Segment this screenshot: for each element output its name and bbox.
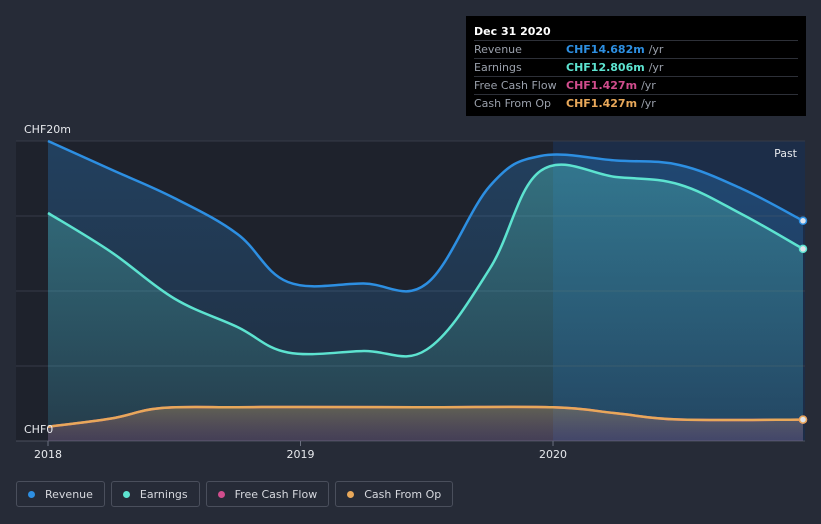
- x-tick-label: 2019: [287, 448, 315, 461]
- tooltip-value: CHF14.682m: [566, 43, 645, 56]
- legend-item-revenue[interactable]: Revenue: [16, 481, 105, 507]
- tooltip: Dec 31 2020 Revenue CHF14.682m /yr Earni…: [466, 16, 806, 116]
- series-areas: [48, 141, 803, 442]
- tooltip-unit: /yr: [641, 97, 656, 110]
- x-tick-label: 2018: [34, 448, 62, 461]
- tooltip-value: CHF1.427m: [566, 79, 638, 92]
- cash-from-op-dot-icon: [347, 490, 355, 498]
- tooltip-value: CHF1.427m: [566, 97, 638, 110]
- tooltip-unit: /yr: [648, 61, 664, 74]
- earnings-endpoint: [798, 244, 808, 254]
- series-lines: [47, 139, 804, 428]
- legend: Revenue Earnings Free Cash Flow Cash Fro…: [16, 481, 454, 507]
- legend-label: Free Cash Flow: [234, 487, 318, 501]
- series-endpoints: [798, 216, 808, 424]
- legend-item-cash-from-op[interactable]: Cash From Op: [335, 481, 454, 507]
- tooltip-value: CHF12.806m: [566, 61, 645, 74]
- revenue-endpoint: [798, 216, 808, 226]
- legend-item-free-cash-flow[interactable]: Free Cash Flow: [205, 481, 330, 507]
- legend-label: Revenue: [45, 487, 93, 501]
- y-axis-top-label: CHF20m: [24, 123, 71, 136]
- tooltip-row-free-cash-flow: Free Cash Flow CHF1.427m /yr: [474, 76, 798, 94]
- earnings-area: [48, 164, 803, 442]
- legend-label: Cash From Op: [364, 487, 442, 501]
- x-tick-label: 2020: [539, 448, 567, 461]
- y-axis-bottom-label: CHF0: [24, 423, 53, 436]
- earnings-line: [47, 163, 804, 358]
- past-label: Past: [774, 147, 798, 160]
- cash-from-op-endpoint: [798, 415, 808, 424]
- tooltip-label: Revenue: [474, 43, 522, 56]
- cash-from-op-line: [47, 405, 804, 428]
- cash-from-op-area: [48, 406, 803, 441]
- tooltip-row-revenue: Revenue CHF14.682m /yr: [474, 40, 798, 58]
- tooltip-label: Cash From Op: [474, 97, 552, 110]
- revenue-dot-icon: [28, 490, 35, 498]
- legend-item-earnings[interactable]: Earnings: [110, 481, 200, 507]
- tooltip-row-earnings: Earnings CHF12.806m /yr: [474, 58, 798, 76]
- earnings-dot-icon: [122, 490, 130, 498]
- legend-label: Earnings: [139, 487, 188, 501]
- tooltip-row-cash-from-op: Cash From Op CHF1.427m /yr: [474, 94, 798, 112]
- tooltip-unit: /yr: [641, 79, 656, 92]
- free-cash-flow-dot-icon: [217, 490, 225, 498]
- tooltip-label: Free Cash Flow: [474, 79, 557, 92]
- tooltip-date: Dec 31 2020: [474, 25, 551, 38]
- revenue-line: [47, 139, 804, 293]
- tooltip-unit: /yr: [648, 43, 664, 56]
- x-axis-ticks: 2018 2019 2020: [34, 441, 567, 461]
- tooltip-label: Earnings: [474, 61, 522, 74]
